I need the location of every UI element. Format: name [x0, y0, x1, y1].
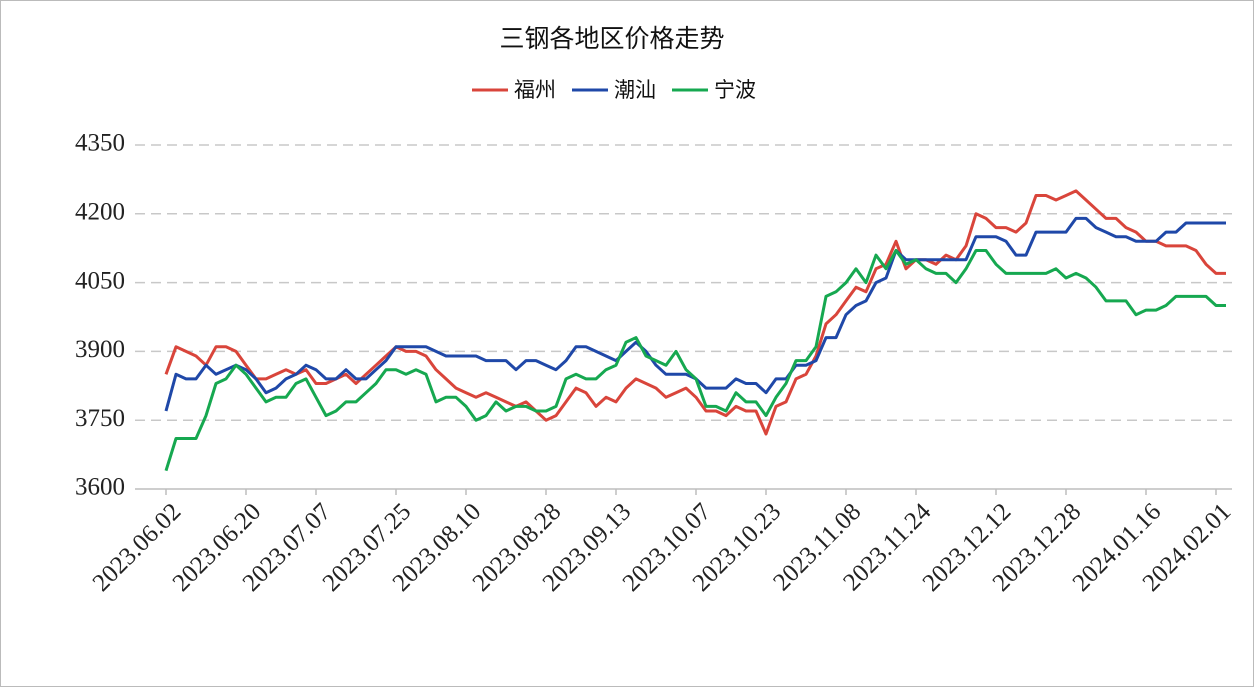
legend: 福州 潮汕 宁波: [472, 78, 756, 102]
y-tick-label: 3750: [75, 405, 125, 432]
y-tick-label: 3600: [75, 474, 125, 501]
chart-title: 三钢各地区价格走势: [499, 24, 724, 53]
y-tick-label: 4200: [75, 199, 125, 226]
y-tick-label: 4050: [75, 267, 125, 294]
y-tick-label: 3900: [75, 336, 125, 363]
legend-label: 福州: [514, 78, 556, 102]
legend-label: 宁波: [714, 78, 756, 102]
line-series: [164, 189, 1226, 436]
legend-label: 潮汕: [614, 78, 656, 102]
line-series: [164, 249, 1226, 472]
y-tick-label: 4350: [75, 130, 125, 157]
